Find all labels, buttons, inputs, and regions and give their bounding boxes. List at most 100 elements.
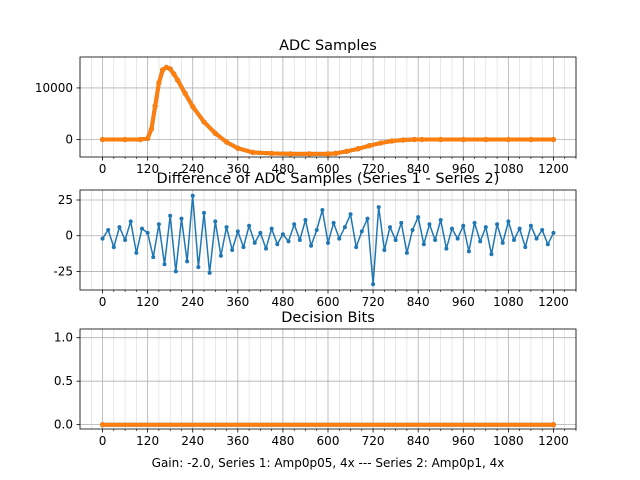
x-tick-label: 0	[99, 162, 107, 176]
adc-samples-panel: 0 120 240 360 480 600 720 840 960 1080 1200 0 10000 A…	[35, 38, 577, 176]
data-point	[196, 265, 201, 270]
x-tick-label: 600	[317, 162, 340, 176]
data-point	[388, 225, 392, 230]
data-point	[148, 126, 154, 132]
data-point	[252, 240, 257, 245]
plot-area	[99, 422, 557, 428]
data-point	[280, 232, 285, 237]
data-point	[389, 138, 395, 144]
data-point	[286, 239, 291, 244]
data-point	[309, 243, 314, 248]
data-point	[140, 226, 144, 231]
data-point	[421, 242, 426, 247]
x-tick-label: 1200	[538, 295, 569, 309]
data-point	[366, 143, 372, 149]
data-point	[416, 215, 421, 220]
data-point	[287, 151, 294, 157]
figure-footer: Gain: -2.0, Series 1: Amp0p05, 4x --- Se…	[152, 456, 505, 470]
data-point	[175, 77, 181, 83]
y-tick-label: 0	[65, 132, 73, 146]
data-point	[506, 219, 511, 224]
data-point	[382, 248, 387, 252]
data-point	[106, 228, 111, 232]
data-point	[365, 216, 370, 221]
data-point	[269, 226, 274, 231]
data-point	[99, 422, 106, 428]
data-point	[523, 245, 528, 250]
data-point	[99, 136, 106, 143]
x-tick-label: 120	[136, 162, 159, 176]
data-point	[378, 140, 384, 146]
data-point	[326, 240, 330, 245]
data-point	[376, 205, 381, 210]
data-point	[247, 223, 252, 228]
data-point	[179, 216, 184, 221]
data-point	[100, 236, 105, 241]
data-point	[404, 250, 409, 255]
x-tick-label: 120	[136, 434, 159, 448]
data-point	[145, 135, 151, 142]
data-point	[156, 222, 161, 227]
x-tick-label: 720	[362, 295, 385, 309]
data-point	[545, 242, 550, 247]
data-point	[207, 270, 212, 275]
data-point	[534, 236, 539, 241]
data-point	[427, 222, 432, 227]
x-tick-label: 840	[407, 295, 430, 309]
data-point	[355, 146, 361, 152]
chart-title: Difference of ADC Samples (Series 1 - Se…	[157, 171, 500, 187]
x-tick-label: 960	[452, 434, 475, 448]
decision-bits-panel: 0 120 240 360 480 600 720 840 960 1080 1200 0.0 0.5 1…	[54, 310, 577, 448]
data-point	[224, 225, 229, 230]
data-point	[551, 230, 556, 235]
data-point	[320, 208, 325, 212]
data-point	[117, 225, 122, 230]
data-point	[122, 136, 128, 143]
x-tick-label: 840	[407, 162, 430, 176]
data-point	[512, 238, 516, 242]
data-point	[332, 150, 339, 156]
y-tick-label: 25	[58, 193, 73, 207]
data-point	[438, 218, 443, 222]
x-tick-label: 480	[271, 162, 294, 176]
data-point	[472, 220, 477, 225]
data-point	[438, 136, 444, 143]
data-point	[128, 219, 133, 224]
y-tick-label: 0	[65, 229, 73, 243]
data-point	[185, 259, 190, 264]
data-point	[348, 212, 353, 217]
data-point	[123, 238, 128, 242]
x-tick-label: 480	[271, 434, 294, 448]
data-point	[505, 136, 511, 143]
data-point	[171, 71, 177, 77]
x-tick-label: 120	[136, 295, 159, 309]
data-point	[528, 223, 533, 228]
data-point	[500, 240, 505, 245]
data-point	[168, 213, 173, 218]
data-point	[212, 130, 218, 136]
data-point	[528, 136, 534, 143]
x-tick-label: 720	[362, 434, 385, 448]
data-point	[303, 218, 308, 222]
data-point	[419, 136, 425, 143]
data-point	[250, 149, 256, 155]
y-tick-label: 0.0	[54, 418, 73, 432]
x-tick-label: 1080	[493, 295, 524, 309]
data-point	[466, 249, 471, 254]
data-point	[190, 193, 195, 198]
x-tick-label: 360	[226, 162, 249, 176]
data-point	[483, 225, 488, 230]
data-point	[258, 230, 263, 235]
data-point	[275, 242, 280, 247]
data-point	[410, 228, 415, 232]
data-point	[550, 136, 557, 143]
y-tick-label: 0.5	[54, 374, 73, 388]
x-tick-label: 1200	[538, 162, 569, 176]
x-tick-label: 960	[452, 295, 475, 309]
x-tick-label: 480	[271, 295, 294, 309]
data-point	[156, 80, 162, 86]
data-point	[433, 238, 438, 242]
data-point	[190, 103, 196, 110]
data-point	[167, 66, 173, 72]
